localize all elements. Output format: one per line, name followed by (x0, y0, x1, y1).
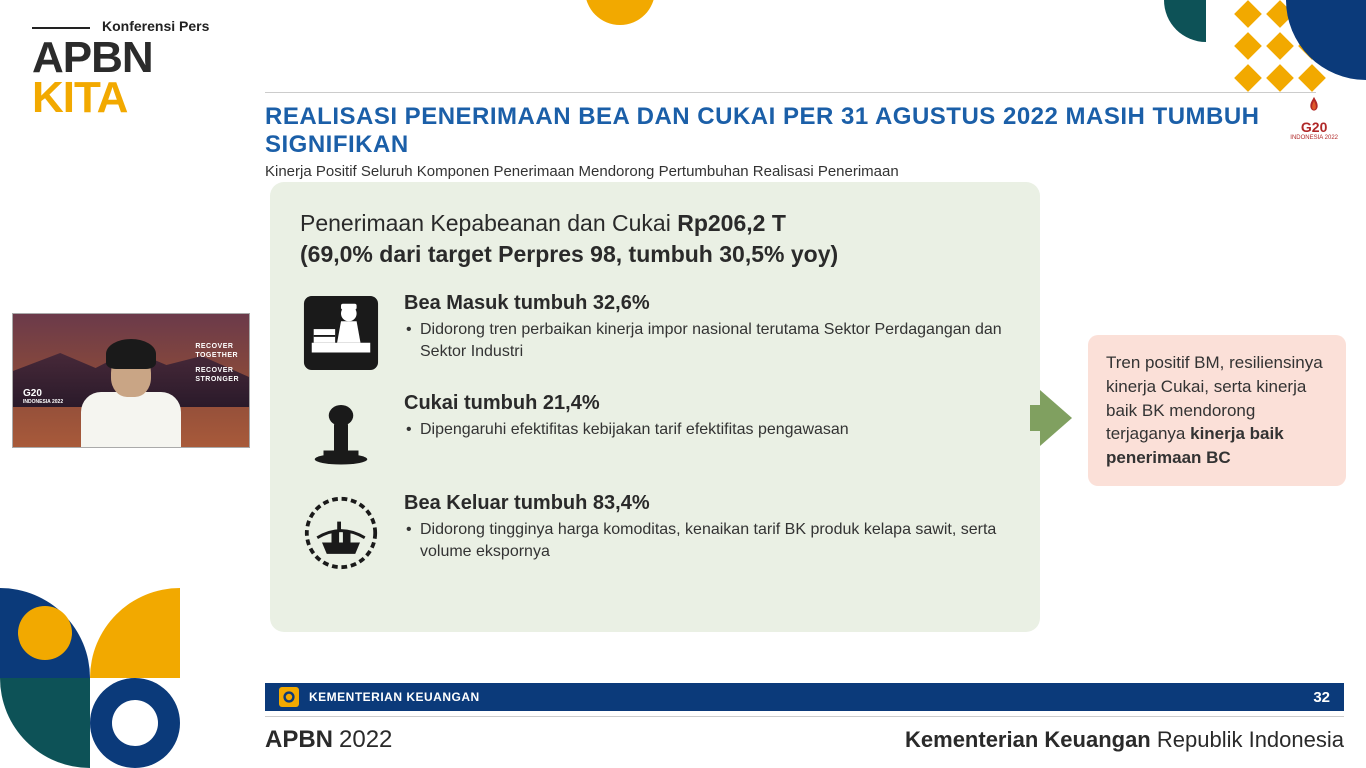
logo-block: Konferensi Pers APBN KITA (32, 18, 209, 117)
item-bullet: Didorong tingginya harga komoditas, kena… (404, 519, 1010, 562)
footer-bar-ministry: KEMENTERIAN KEUANGAN 32 (265, 683, 1344, 711)
item-cukai: Cukai tumbuh 21,4% Dipengaruhi efektifit… (300, 392, 1010, 474)
ministry-label: KEMENTERIAN KEUANGAN (309, 690, 480, 704)
video-thumbnail: G20 INDONESIA 2022 RECOVER TOGETHER RECO… (12, 313, 250, 448)
deco-circle (585, 0, 655, 25)
footer-bar-bottom: APBN 2022 Kementerian Keuangan Republik … (265, 716, 1344, 756)
stamp-icon (300, 392, 382, 474)
item-bullet: Dipengaruhi efektifitas kebijakan tarif … (404, 419, 849, 441)
logo-apbn: APBN (32, 38, 209, 78)
g20-label: G20 (1290, 119, 1338, 135)
ship-globe-icon (300, 492, 382, 574)
item-heading: Cukai tumbuh 21,4% (404, 392, 849, 415)
logo-kita: KITA (32, 78, 209, 118)
arrow-icon (1040, 390, 1072, 446)
footer-apbn: APBN (265, 726, 333, 754)
card-items: Bea Masuk tumbuh 32,6% Didorong tren per… (300, 292, 1010, 574)
side-conclusion-box: Tren positif BM, resiliensinya kinerja C… (1088, 335, 1346, 486)
item-bullet: Didorong tren perbaikan kinerja impor na… (404, 319, 1010, 362)
presenter-silhouette (71, 352, 191, 447)
video-g20-label: G20 INDONESIA 2022 (23, 388, 63, 405)
ministry-emblem-icon (279, 687, 299, 707)
footer-year: 2022 (339, 726, 392, 754)
deco-quarter-teal (1164, 0, 1206, 42)
main-title: REALISASI PENERIMAAN BEA DAN CUKAI PER 3… (265, 103, 1316, 159)
g20-badge: G20 INDONESIA 2022 (1290, 95, 1338, 141)
main-card: Penerimaan Kepabeanan dan Cukai Rp206,2 … (270, 182, 1040, 632)
bottom-left-decorations (0, 588, 210, 768)
konferensi-label: Konferensi Pers (102, 18, 209, 34)
subtitle: Kinerja Positif Seluruh Komponen Penerim… (265, 163, 1316, 180)
item-bea-masuk: Bea Masuk tumbuh 32,6% Didorong tren per… (300, 292, 1010, 374)
title-section: REALISASI PENERIMAAN BEA DAN CUKAI PER 3… (265, 92, 1316, 180)
card-title: Penerimaan Kepabeanan dan Cukai Rp206,2 … (300, 208, 1010, 270)
video-recover-text: RECOVER TOGETHER RECOVER STRONGER (195, 342, 239, 384)
item-bea-keluar: Bea Keluar tumbuh 83,4% Didorong tinggin… (300, 492, 1010, 574)
item-heading: Bea Keluar tumbuh 83,4% (404, 492, 1010, 515)
g20-flame-icon (1303, 95, 1325, 117)
item-heading: Bea Masuk tumbuh 32,6% (404, 292, 1010, 315)
footer-ministry-full: Kementerian Keuangan Republik Indonesia (905, 727, 1344, 753)
customs-officer-icon (300, 292, 382, 374)
g20-sub: INDONESIA 2022 (1290, 135, 1338, 141)
page-number: 32 (1313, 689, 1330, 706)
